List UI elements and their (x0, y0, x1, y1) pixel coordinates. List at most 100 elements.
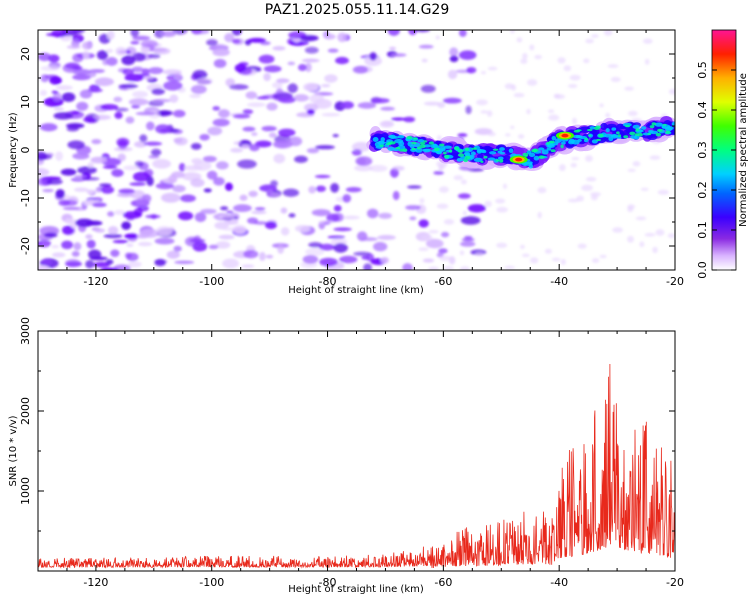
ridge-blob (649, 125, 655, 129)
noise-blob (421, 58, 428, 63)
ridge-blob (473, 157, 483, 162)
colorbar-tick-label: 0.0 (696, 261, 709, 279)
noise-blob (174, 137, 188, 146)
noise-blob (259, 184, 277, 192)
noise-blob (567, 84, 578, 89)
noise-blob (81, 41, 93, 50)
x-tick-label: -40 (550, 576, 568, 589)
noise-blob (576, 195, 585, 202)
ridge-blob (416, 146, 421, 150)
noise-blob (337, 32, 348, 43)
noise-blob (419, 197, 425, 204)
noise-blob (440, 231, 450, 238)
noise-blob (255, 140, 272, 148)
peak-point (515, 157, 523, 162)
noise-blob (126, 243, 134, 248)
noise-blob (282, 188, 300, 197)
noise-blob (442, 97, 462, 104)
ridge-blob (617, 134, 622, 137)
noise-blob (273, 153, 286, 164)
noise-blob (357, 102, 377, 109)
noise-blob (72, 152, 90, 160)
noise-blob (457, 193, 471, 199)
ridge-blob (560, 141, 566, 145)
ridge-blob (499, 159, 504, 163)
noise-blob (77, 166, 97, 175)
ridge-blob (423, 140, 427, 143)
noise-blob (522, 53, 528, 60)
noise-blob (318, 243, 336, 251)
x-tick-label: -120 (83, 576, 108, 589)
noise-blob (361, 255, 371, 260)
noise-blob (421, 234, 433, 242)
ridge-blob (584, 137, 589, 141)
noise-blob (135, 111, 156, 116)
noise-blob (364, 56, 383, 67)
noise-blob (517, 134, 525, 139)
noise-blob (519, 244, 525, 250)
noise-blob (258, 54, 275, 64)
noise-blob (161, 192, 181, 203)
noise-blob (83, 116, 97, 123)
ridge-blob (379, 144, 385, 148)
ridge-blob (634, 133, 640, 137)
noise-blob (121, 55, 136, 66)
noise-blob (43, 232, 58, 238)
ridge-blob (464, 152, 470, 157)
noise-blob (132, 35, 151, 41)
ridge-blob (395, 146, 401, 150)
ridge-blob (398, 141, 405, 147)
noise-blob (323, 33, 336, 40)
noise-blob (190, 84, 207, 94)
noise-blob (173, 245, 182, 252)
noise-blob (303, 82, 319, 92)
noise-blob (172, 109, 186, 118)
noise-blob (151, 88, 165, 95)
noise-blob (72, 74, 91, 81)
noise-blob (280, 207, 288, 214)
noise-blob (306, 109, 315, 115)
noise-blob (214, 221, 229, 230)
y-tick-label: 10 (19, 95, 32, 109)
noise-blob (547, 109, 555, 113)
noise-blob (148, 67, 164, 75)
noise-blob (86, 239, 96, 249)
noise-blob (215, 241, 231, 249)
noise-blob (333, 243, 348, 253)
noise-blob (46, 178, 63, 185)
ridge-blob (477, 153, 484, 159)
noise-blob (599, 254, 607, 259)
noise-blob (39, 89, 48, 96)
noise-blob (571, 156, 580, 161)
noise-blob (272, 140, 293, 149)
noise-blob (438, 165, 443, 172)
y-tick-label: 1000 (19, 477, 32, 505)
y-tick-label: -20 (19, 237, 32, 255)
noise-blob (139, 134, 148, 143)
noise-blob (124, 233, 139, 239)
noise-blob (449, 55, 459, 63)
noise-blob (94, 228, 106, 233)
noise-blob (190, 143, 202, 150)
noise-blob (480, 71, 487, 75)
x-tick-label: -20 (666, 275, 684, 288)
x-tick-label: -40 (550, 275, 568, 288)
noise-blob (627, 204, 636, 210)
noise-blob (391, 117, 406, 121)
noise-blob (230, 218, 238, 224)
ridge-blob (454, 146, 460, 151)
noise-blob (62, 206, 80, 211)
noise-blob (422, 258, 435, 263)
noise-blob (143, 168, 154, 177)
ridge-blob (497, 156, 504, 161)
x-tick-label: -100 (199, 576, 224, 589)
noise-blob (61, 240, 73, 250)
noise-blob (128, 98, 149, 106)
y-tick-label: -10 (19, 189, 32, 207)
noise-blob (392, 190, 400, 201)
noise-blob (447, 69, 458, 80)
noise-blob (418, 44, 434, 49)
noise-blob (94, 187, 102, 194)
x-tick-label: -120 (83, 275, 108, 288)
noise-blob (572, 117, 577, 125)
